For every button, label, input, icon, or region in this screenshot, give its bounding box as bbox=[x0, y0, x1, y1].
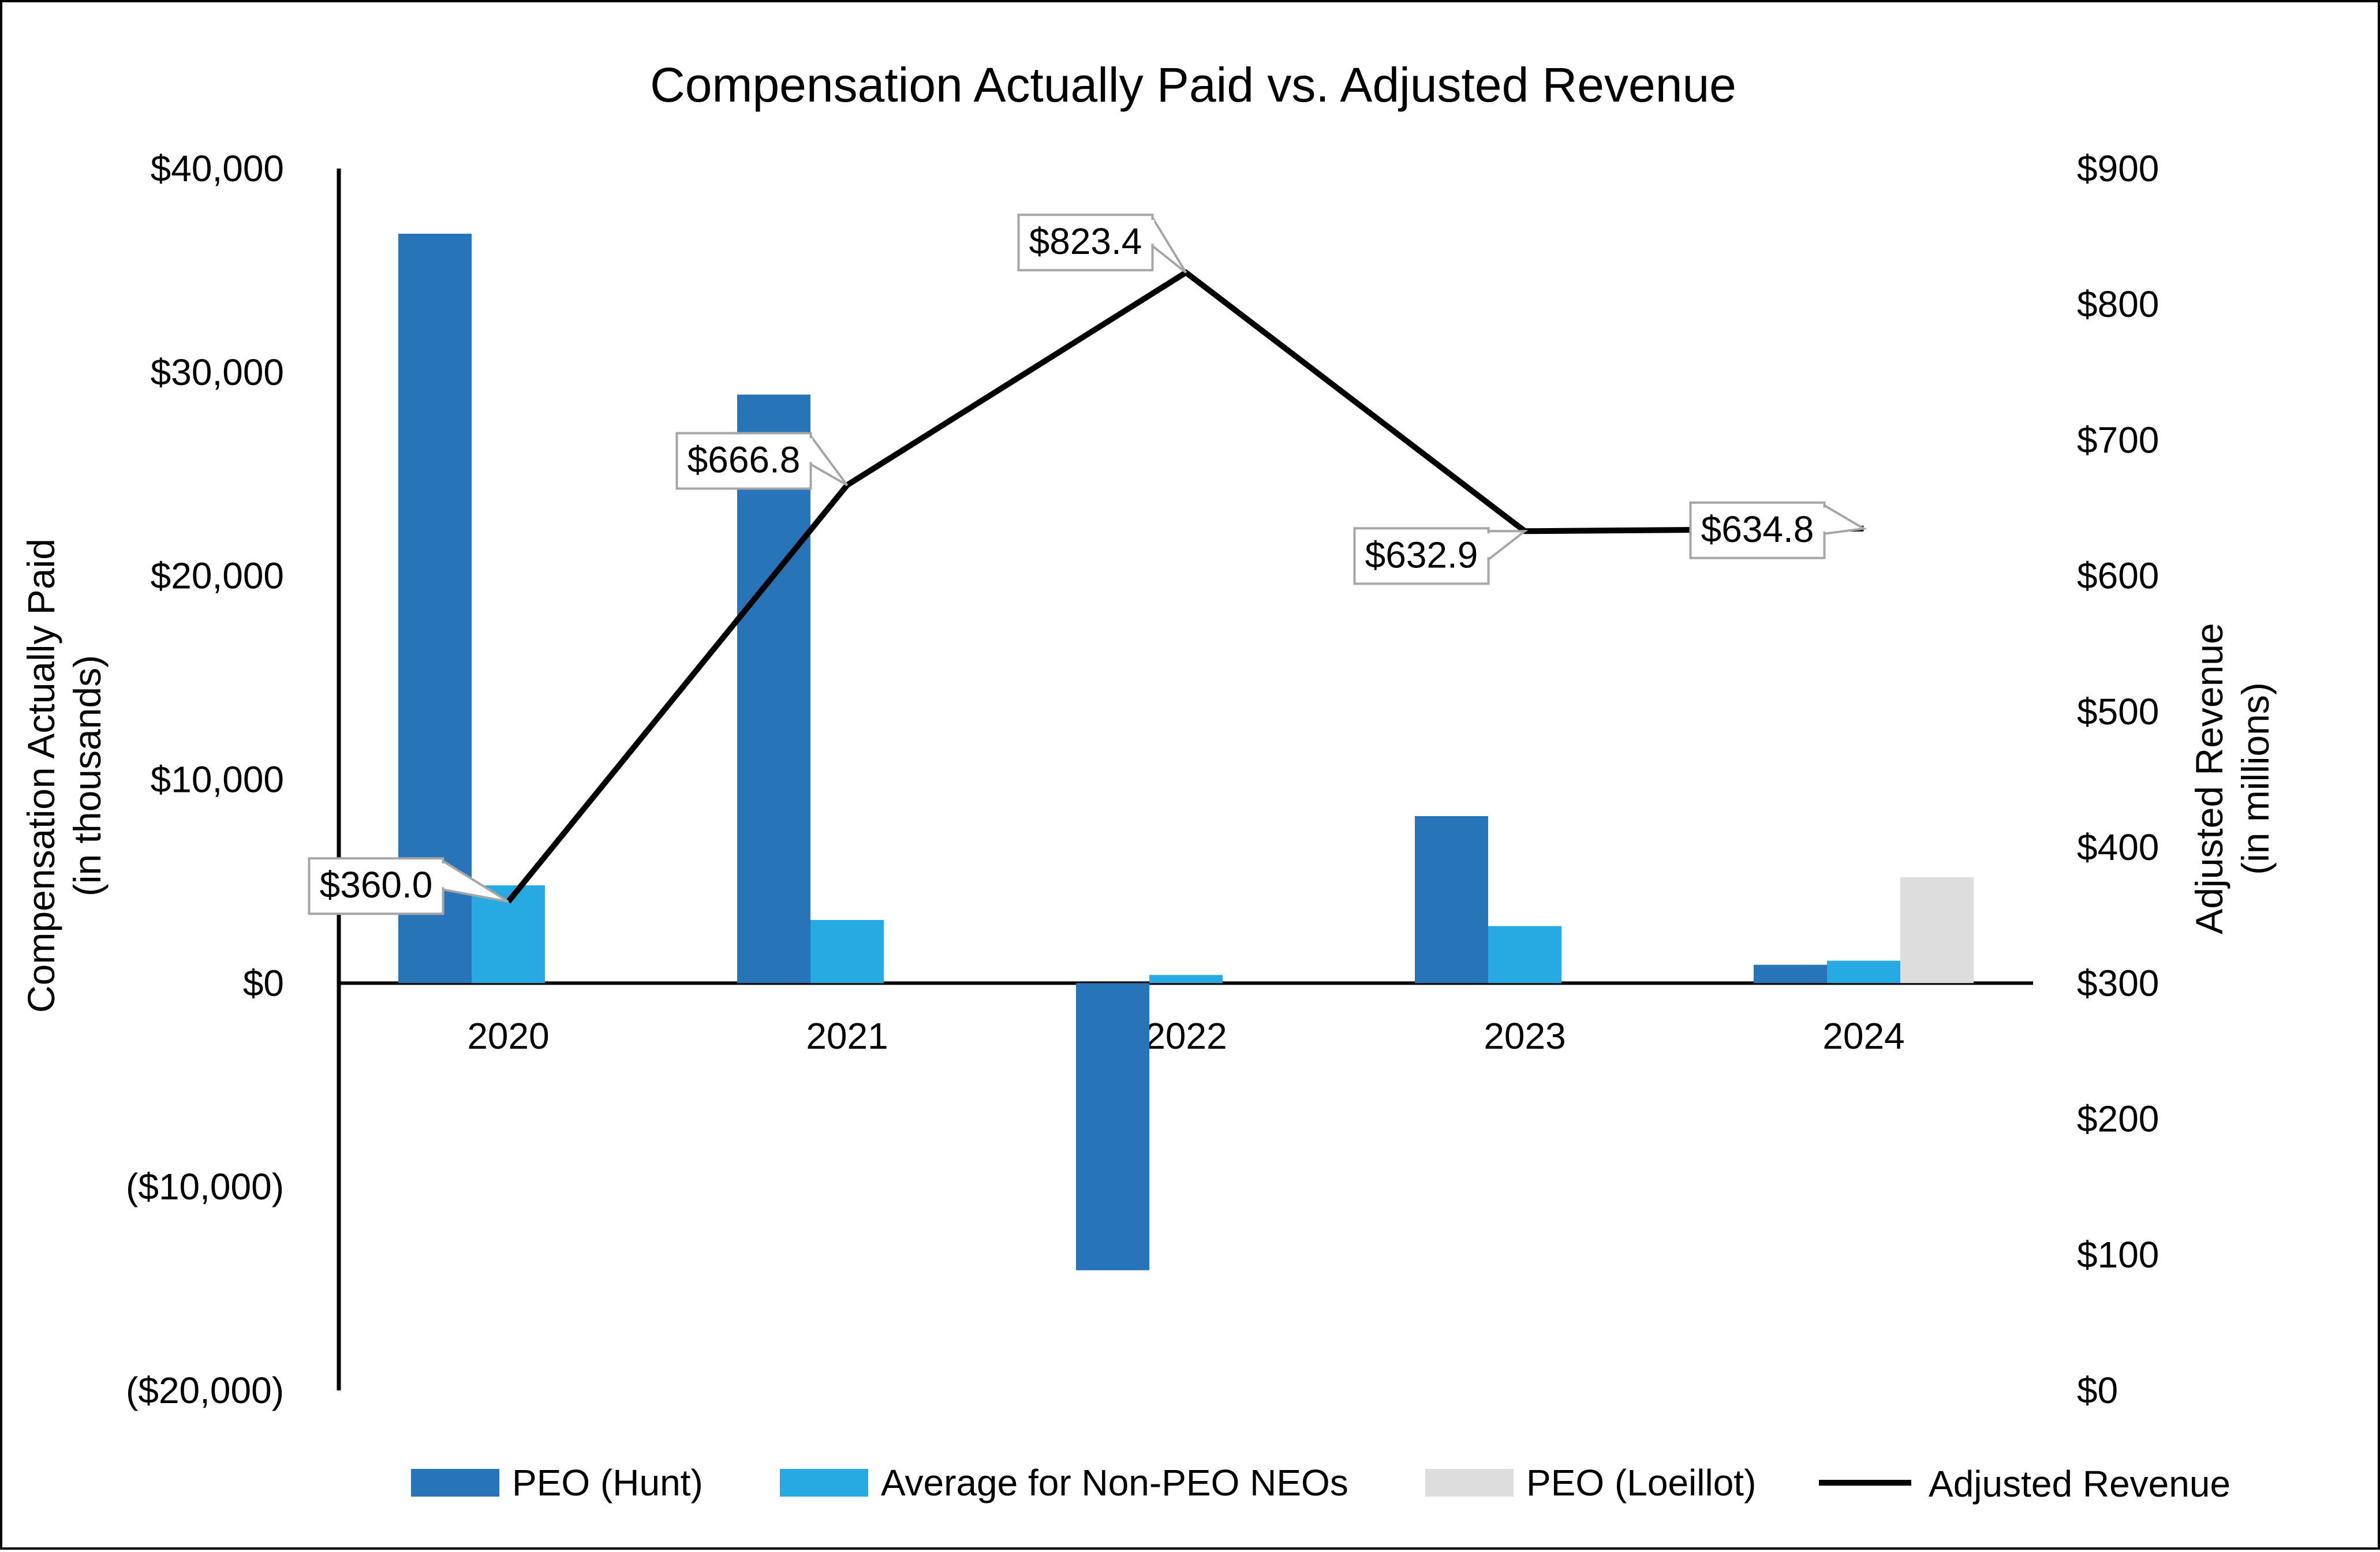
data-label-text: $360.0 bbox=[320, 864, 433, 906]
bar-average-for-non-peo-neos-2021 bbox=[810, 919, 884, 983]
left-tick-label: $20,000 bbox=[151, 555, 284, 597]
bar-peo-hunt--2021 bbox=[737, 394, 810, 983]
left-tick-label: ($10,000) bbox=[126, 1166, 284, 1207]
bar-peo-hunt--2022 bbox=[1076, 983, 1149, 1270]
left-axis-title-line: Compensation Actually Paid bbox=[20, 538, 62, 1013]
data-label-pointer bbox=[442, 860, 509, 903]
category-label-2022: 2022 bbox=[1145, 1015, 1227, 1057]
right-tick-label: $600 bbox=[2077, 555, 2159, 597]
data-label-2021: $666.8 bbox=[675, 432, 849, 490]
left-tick-label: ($20,000) bbox=[126, 1370, 284, 1411]
legend-label: Average for Non-PEO NEOs bbox=[881, 1462, 1348, 1504]
data-label-pointer bbox=[1488, 530, 1529, 560]
left-tick-label: $40,000 bbox=[151, 148, 284, 189]
legend-label: Adjusted Revenue bbox=[1929, 1463, 2230, 1505]
legend-item-adjusted-revenue: Adjusted Revenue bbox=[1819, 1463, 2230, 1505]
data-label-text: $632.9 bbox=[1365, 534, 1478, 575]
category-label-2020: 2020 bbox=[467, 1015, 549, 1057]
bar-peo-hunt--2024 bbox=[1754, 964, 1827, 983]
left-tick-label: $0 bbox=[243, 962, 284, 1004]
category-label-2021: 2021 bbox=[806, 1015, 888, 1057]
right-tick-label: $300 bbox=[2077, 962, 2159, 1004]
right-tick-label: $900 bbox=[2077, 148, 2159, 189]
legend-label: PEO (Loeillot) bbox=[1526, 1462, 1756, 1504]
data-label-box bbox=[1353, 527, 1490, 585]
data-label-2020: $360.0 bbox=[308, 857, 509, 915]
right-tick-label: $700 bbox=[2077, 419, 2159, 461]
right-tick-label: $800 bbox=[2077, 283, 2159, 325]
left-axis-title-line: (in thousands) bbox=[66, 655, 109, 896]
right-tick-label: $100 bbox=[2077, 1234, 2159, 1276]
right-tick-label: $200 bbox=[2077, 1098, 2159, 1140]
category-label-2023: 2023 bbox=[1484, 1015, 1566, 1057]
chart-title: Compensation Actually Paid vs. Adjusted … bbox=[650, 58, 1736, 112]
legend-item-peo-loeillot-: PEO (Loeillot) bbox=[1425, 1462, 1756, 1504]
right-tick-label: $0 bbox=[2077, 1370, 2118, 1411]
right-tick-label: $500 bbox=[2077, 691, 2159, 732]
legend-swatch bbox=[780, 1469, 868, 1497]
right-tick-label: $400 bbox=[2077, 827, 2159, 868]
right-axis-title: Adjusted Revenue(in millions) bbox=[2188, 623, 2277, 934]
data-labels-group: $360.0 $666.8 $823.4 $632.9 $634.8 bbox=[308, 214, 1867, 915]
legend-label: PEO (Hunt) bbox=[512, 1462, 703, 1504]
data-label-text: $666.8 bbox=[688, 439, 801, 481]
bar-average-for-non-peo-neos-2024 bbox=[1827, 960, 1900, 983]
axes-group: $40,000 $30,000 $20,000 $10,000 $0 ($10,000) (… bbox=[20, 148, 2277, 1411]
bar-average-for-non-peo-neos-2023 bbox=[1488, 926, 1561, 983]
bars-group bbox=[398, 233, 1974, 1270]
data-label-text: $823.4 bbox=[1029, 220, 1142, 262]
data-label-2023: $632.9 bbox=[1353, 527, 1529, 585]
data-label-pointer bbox=[1151, 216, 1187, 274]
legend-swatch bbox=[1425, 1469, 1514, 1497]
left-tick-label: $30,000 bbox=[151, 351, 284, 393]
right-axis-title-line: (in millions) bbox=[2234, 682, 2277, 875]
category-label-2024: 2024 bbox=[1822, 1015, 1904, 1057]
bar-peo-hunt--2023 bbox=[1415, 816, 1488, 983]
data-label-pointer bbox=[809, 435, 849, 487]
bar-average-for-non-peo-neos-2022 bbox=[1149, 975, 1223, 983]
data-label-2024: $634.8 bbox=[1689, 501, 1867, 559]
bar-peo-loeillot--2024 bbox=[1900, 877, 1974, 983]
data-label-2022: $823.4 bbox=[1017, 214, 1187, 274]
legend: PEO (Hunt) Average for Non-PEO NEOs PEO (L… bbox=[411, 1462, 2230, 1505]
data-label-pointer bbox=[1824, 504, 1867, 535]
legend-item-peo-hunt-: PEO (Hunt) bbox=[411, 1462, 703, 1504]
right-axis-title-line: Adjusted Revenue bbox=[2188, 623, 2230, 934]
legend-item-average-for-non-peo-neos: Average for Non-PEO NEOs bbox=[780, 1462, 1348, 1504]
left-axis-title: Compensation Actually Paid(in thousands) bbox=[20, 538, 109, 1013]
legend-swatch bbox=[411, 1469, 499, 1497]
line-adjusted-revenue bbox=[506, 269, 1864, 904]
line-group bbox=[506, 269, 1864, 904]
left-tick-label: $10,000 bbox=[151, 759, 284, 801]
data-label-text: $634.8 bbox=[1701, 508, 1814, 550]
